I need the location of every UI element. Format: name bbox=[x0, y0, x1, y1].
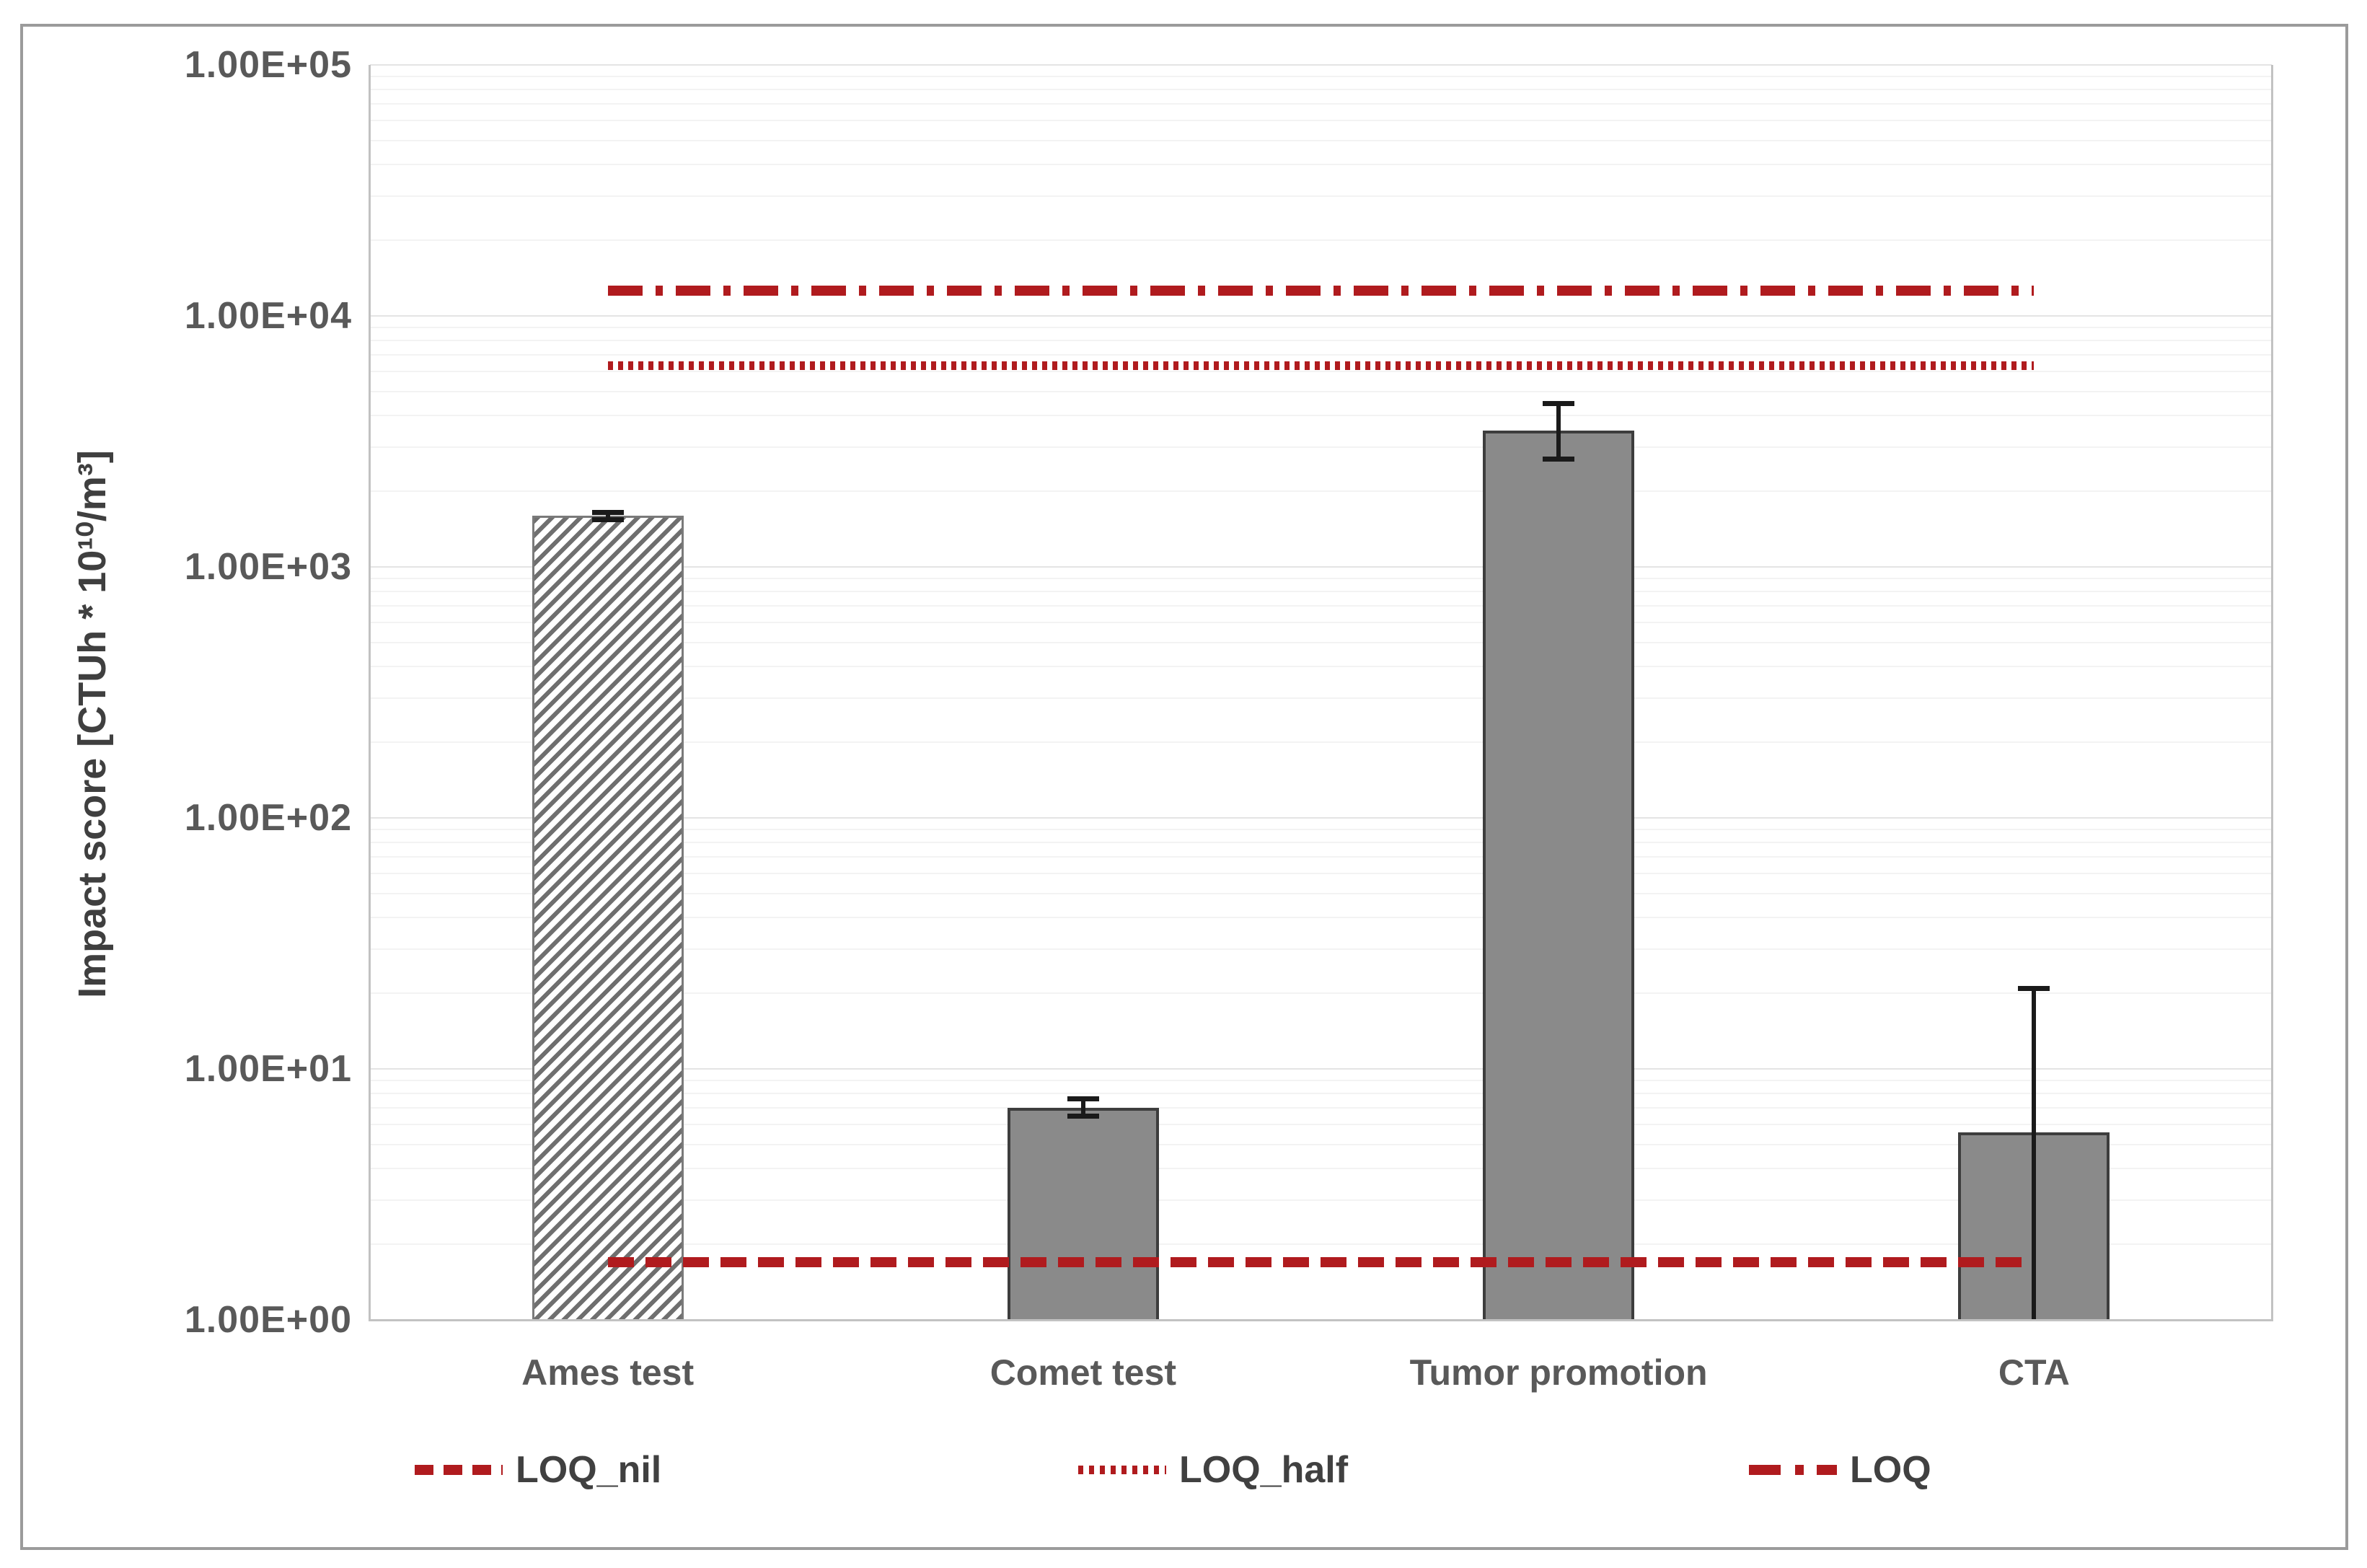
gridline-minor bbox=[370, 892, 2272, 894]
gridline-minor bbox=[370, 641, 2272, 643]
gridline-minor bbox=[370, 1106, 2272, 1109]
y-axis-line bbox=[369, 65, 371, 1321]
gridline-minor bbox=[370, 88, 2272, 90]
y-tick-label: 1.00E+04 bbox=[184, 295, 352, 337]
bar-tumor-promotion bbox=[1483, 430, 1635, 1320]
error-bar-cta bbox=[2032, 987, 2037, 1320]
figure-border bbox=[20, 24, 2348, 1550]
reference-line-loq bbox=[607, 286, 2035, 296]
gridline-minor bbox=[370, 371, 2272, 373]
legend: LOQ_nil LOQ_half LOQ bbox=[0, 1441, 2367, 1499]
legend-label-loq: LOQ bbox=[1850, 1449, 1931, 1491]
gridline-minor bbox=[370, 195, 2272, 197]
gridline-major bbox=[370, 566, 2272, 568]
legend-item-loq-half: LOQ_half bbox=[1078, 1441, 1348, 1499]
gridline-major bbox=[370, 1068, 2272, 1070]
gridline-minor bbox=[370, 590, 2272, 592]
gridline-minor bbox=[370, 239, 2272, 242]
bar-comet-test bbox=[1007, 1107, 1159, 1320]
gridline-minor bbox=[370, 917, 2272, 919]
gridline-minor bbox=[370, 120, 2272, 122]
bar-ames-test bbox=[532, 515, 684, 1320]
y-tick-label: 1.00E+02 bbox=[184, 797, 352, 839]
legend-label-loq-nil: LOQ_nil bbox=[516, 1449, 662, 1491]
x-tick-label-tumor-promotion: Tumor promotion bbox=[1409, 1352, 1708, 1393]
gridline-minor bbox=[370, 577, 2272, 579]
gridline-minor bbox=[370, 1092, 2272, 1094]
gridline-minor bbox=[370, 139, 2272, 141]
gridline-minor bbox=[370, 855, 2272, 858]
y-tick-label: 1.00E+00 bbox=[184, 1299, 352, 1341]
error-bar-comet-test bbox=[1080, 1098, 1085, 1116]
gridline-minor bbox=[370, 1143, 2272, 1145]
x-tick-label-ames-test: Ames test bbox=[521, 1352, 695, 1393]
gridline-minor bbox=[370, 992, 2272, 995]
gridline-major bbox=[370, 817, 2272, 819]
plot-area bbox=[370, 64, 2272, 1321]
x-tick-label-comet-test: Comet test bbox=[989, 1352, 1177, 1393]
gridline-minor bbox=[370, 1079, 2272, 1081]
gridline-minor bbox=[370, 446, 2272, 448]
gridline-minor bbox=[370, 1168, 2272, 1170]
legend-swatch-loq bbox=[1749, 1465, 1837, 1475]
x-axis-line bbox=[369, 1319, 2273, 1321]
plot-right-border bbox=[2271, 65, 2273, 1321]
gridline-minor bbox=[370, 415, 2272, 417]
gridline-minor bbox=[370, 948, 2272, 950]
gridline-minor bbox=[370, 490, 2272, 493]
y-tick-label: 1.00E+05 bbox=[184, 44, 352, 86]
legend-item-loq-nil: LOQ_nil bbox=[415, 1441, 661, 1499]
gridline-minor bbox=[370, 102, 2272, 105]
reference-line-loq-nil bbox=[607, 1256, 2035, 1267]
legend-item-loq: LOQ bbox=[1749, 1441, 1931, 1499]
y-tick-label: 1.00E+01 bbox=[184, 1048, 352, 1090]
error-bar-cta-cap-top bbox=[2018, 985, 2050, 991]
gridline-minor bbox=[370, 1199, 2272, 1201]
reference-line-loq-half bbox=[607, 361, 2035, 370]
error-bar-tumor-promotion-cap-top bbox=[1543, 400, 1575, 406]
legend-label-loq-half: LOQ_half bbox=[1179, 1449, 1349, 1491]
error-bar-tumor-promotion-cap-bottom bbox=[1543, 456, 1575, 462]
gridline-minor bbox=[370, 164, 2272, 166]
gridline-minor bbox=[370, 1124, 2272, 1126]
x-tick-label-cta: CTA bbox=[1998, 1352, 2070, 1393]
error-bar-comet-test-cap-top bbox=[1067, 1096, 1099, 1102]
error-bar-tumor-promotion bbox=[1556, 402, 1561, 459]
gridline-minor bbox=[370, 604, 2272, 607]
y-tick-label: 1.00E+03 bbox=[184, 546, 352, 588]
gridline-minor bbox=[370, 666, 2272, 668]
legend-swatch-loq-nil bbox=[415, 1465, 503, 1475]
gridline-minor bbox=[370, 741, 2272, 744]
error-bar-comet-test-cap-bottom bbox=[1067, 1114, 1099, 1119]
gridline-minor bbox=[370, 353, 2272, 356]
gridline-minor bbox=[370, 1243, 2272, 1246]
gridline-minor bbox=[370, 622, 2272, 624]
gridline-major bbox=[370, 64, 2272, 66]
error-bar-ames-test-cap-bottom bbox=[591, 516, 624, 522]
gridline-major bbox=[370, 315, 2272, 317]
gridline-minor bbox=[370, 339, 2272, 341]
gridline-minor bbox=[370, 326, 2272, 328]
gridline-minor bbox=[370, 828, 2272, 830]
gridline-minor bbox=[370, 697, 2272, 699]
error-bar-ames-test-cap-top bbox=[591, 510, 624, 516]
gridline-minor bbox=[370, 841, 2272, 843]
gridline-minor bbox=[370, 390, 2272, 392]
error-bar-ames-test bbox=[605, 512, 610, 519]
y-axis-title: Impact score [CTUh * 10¹⁰/m³] bbox=[71, 450, 114, 998]
gridline-minor bbox=[370, 75, 2272, 77]
legend-swatch-loq-half bbox=[1078, 1466, 1166, 1474]
gridline-minor bbox=[370, 873, 2272, 875]
